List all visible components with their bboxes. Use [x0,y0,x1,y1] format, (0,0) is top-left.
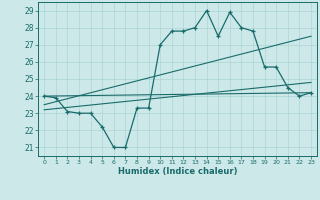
X-axis label: Humidex (Indice chaleur): Humidex (Indice chaleur) [118,167,237,176]
